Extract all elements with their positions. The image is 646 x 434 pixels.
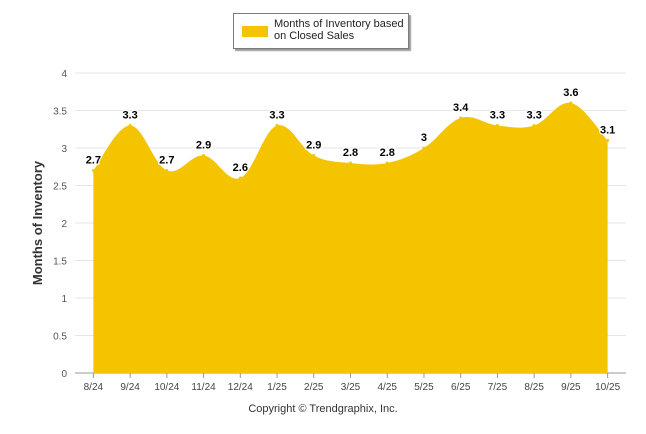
y-tick-label: 2.5 [53, 182, 67, 193]
data-label: 3.3 [122, 110, 137, 122]
data-point [202, 154, 206, 157]
area-series [93, 102, 608, 373]
data-label: 2.6 [233, 162, 248, 174]
y-tick-label: 0.5 [53, 332, 67, 343]
x-tick-label: 11/24 [191, 382, 216, 393]
x-tick-label: 8/24 [84, 382, 104, 393]
x-tick-label: 9/24 [120, 382, 140, 393]
x-tick-label: 4/25 [377, 382, 397, 393]
data-point [606, 139, 610, 142]
legend-label: Months of Inventory based on Closed Sale… [274, 18, 408, 42]
y-tick-label: 0 [61, 369, 67, 380]
y-tick-label: 2 [61, 219, 67, 230]
legend[interactable]: Months of Inventory based on Closed Sale… [233, 13, 409, 49]
data-label: 2.8 [380, 147, 395, 159]
x-tick-label: 3/25 [341, 382, 361, 393]
data-point [569, 101, 573, 105]
x-tick-label: 6/25 [451, 382, 471, 393]
data-label: 3.3 [490, 110, 505, 122]
y-tick-label: 3.5 [53, 107, 67, 118]
x-tick-label: 2/25 [304, 382, 324, 393]
data-point [385, 161, 389, 165]
data-label: 3.3 [527, 110, 542, 122]
data-label: 3 [421, 132, 427, 144]
legend-line-1: Months of Inventory based [274, 18, 404, 30]
data-label: 2.8 [343, 147, 358, 159]
data-label: 3.1 [600, 125, 615, 137]
data-label: 3.3 [269, 110, 284, 122]
data-label: 3.6 [563, 87, 578, 99]
y-tick-label: 1 [61, 294, 67, 305]
x-tick-label: 1/25 [267, 382, 287, 393]
x-tick-label: 5/25 [414, 382, 434, 393]
data-point [532, 124, 536, 127]
y-tick-label: 4 [61, 69, 67, 80]
data-point [422, 146, 426, 150]
data-point [349, 161, 352, 165]
y-axis-title: Months of Inventory [30, 160, 45, 285]
data-point [275, 124, 279, 127]
y-tick-label: 1.5 [53, 257, 67, 268]
data-label: 3.4 [453, 102, 469, 114]
legend-line-2: on Closed Sales [274, 30, 355, 42]
data-label: 2.7 [159, 155, 174, 167]
x-tick-label: 8/25 [524, 382, 544, 393]
x-tick-label: 7/25 [488, 382, 508, 393]
data-point [238, 176, 242, 180]
data-point [459, 116, 463, 120]
data-point [91, 169, 95, 172]
data-label: 2.9 [196, 140, 211, 152]
data-point [128, 124, 132, 127]
x-tick-label: 10/24 [154, 382, 179, 393]
y-tick-label: 3 [61, 144, 67, 155]
x-tick-label: 10/25 [595, 382, 620, 393]
data-point [312, 154, 316, 157]
x-tick-label: 9/25 [561, 382, 581, 393]
data-point [495, 124, 499, 127]
legend-swatch [242, 26, 268, 37]
data-label: 2.9 [306, 140, 321, 152]
data-point [165, 169, 169, 172]
data-label: 2.7 [86, 155, 101, 167]
copyright-footer: Copyright © Trendgraphix, Inc. [248, 403, 398, 415]
x-tick-label: 12/24 [228, 382, 253, 393]
